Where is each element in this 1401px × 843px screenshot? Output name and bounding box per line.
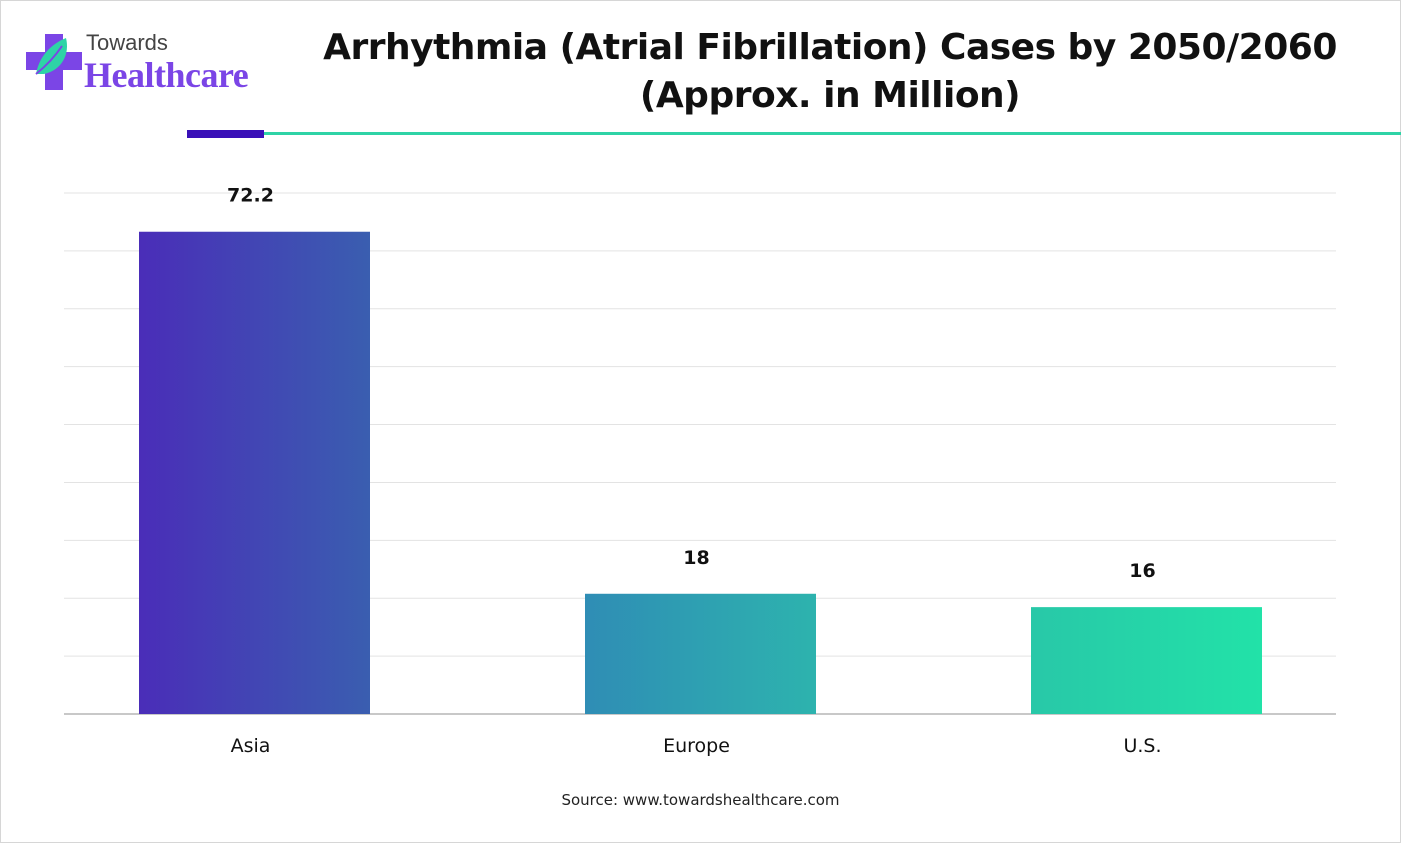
chart-title: Arrhythmia (Atrial Fibrillation) Cases b…: [300, 24, 1360, 120]
bar-us: [1031, 607, 1262, 714]
bar-asia: [139, 231, 370, 714]
towards-healthcare-logo: Towards Healthcare: [26, 30, 276, 100]
source-note: Source: www.towardshealthcare.com: [561, 791, 840, 809]
bars: [139, 231, 1262, 714]
bar-europe: [585, 593, 816, 714]
chart-title-line1: Arrhythmia (Atrial Fibrillation) Cases b…: [323, 27, 1337, 68]
data-label: 16: [1129, 560, 1155, 582]
logo-towards-text: Towards: [86, 30, 168, 55]
title-underline-rule: [264, 132, 1401, 135]
chart-title-line2: (Approx. in Million): [639, 75, 1021, 116]
title-underline-accent: [187, 130, 264, 138]
data-label: 18: [683, 547, 709, 569]
x-tick-label: Europe: [663, 735, 730, 757]
labels: 72.2 Asia 18 Europe 16 U.S.: [227, 185, 1161, 757]
logo-healthcare-text: Healthcare: [84, 55, 249, 95]
x-tick-label: Asia: [231, 735, 271, 757]
x-tick-label: U.S.: [1123, 735, 1161, 757]
logo-cross-leaf-icon: [26, 34, 82, 90]
data-label: 72.2: [227, 185, 274, 207]
